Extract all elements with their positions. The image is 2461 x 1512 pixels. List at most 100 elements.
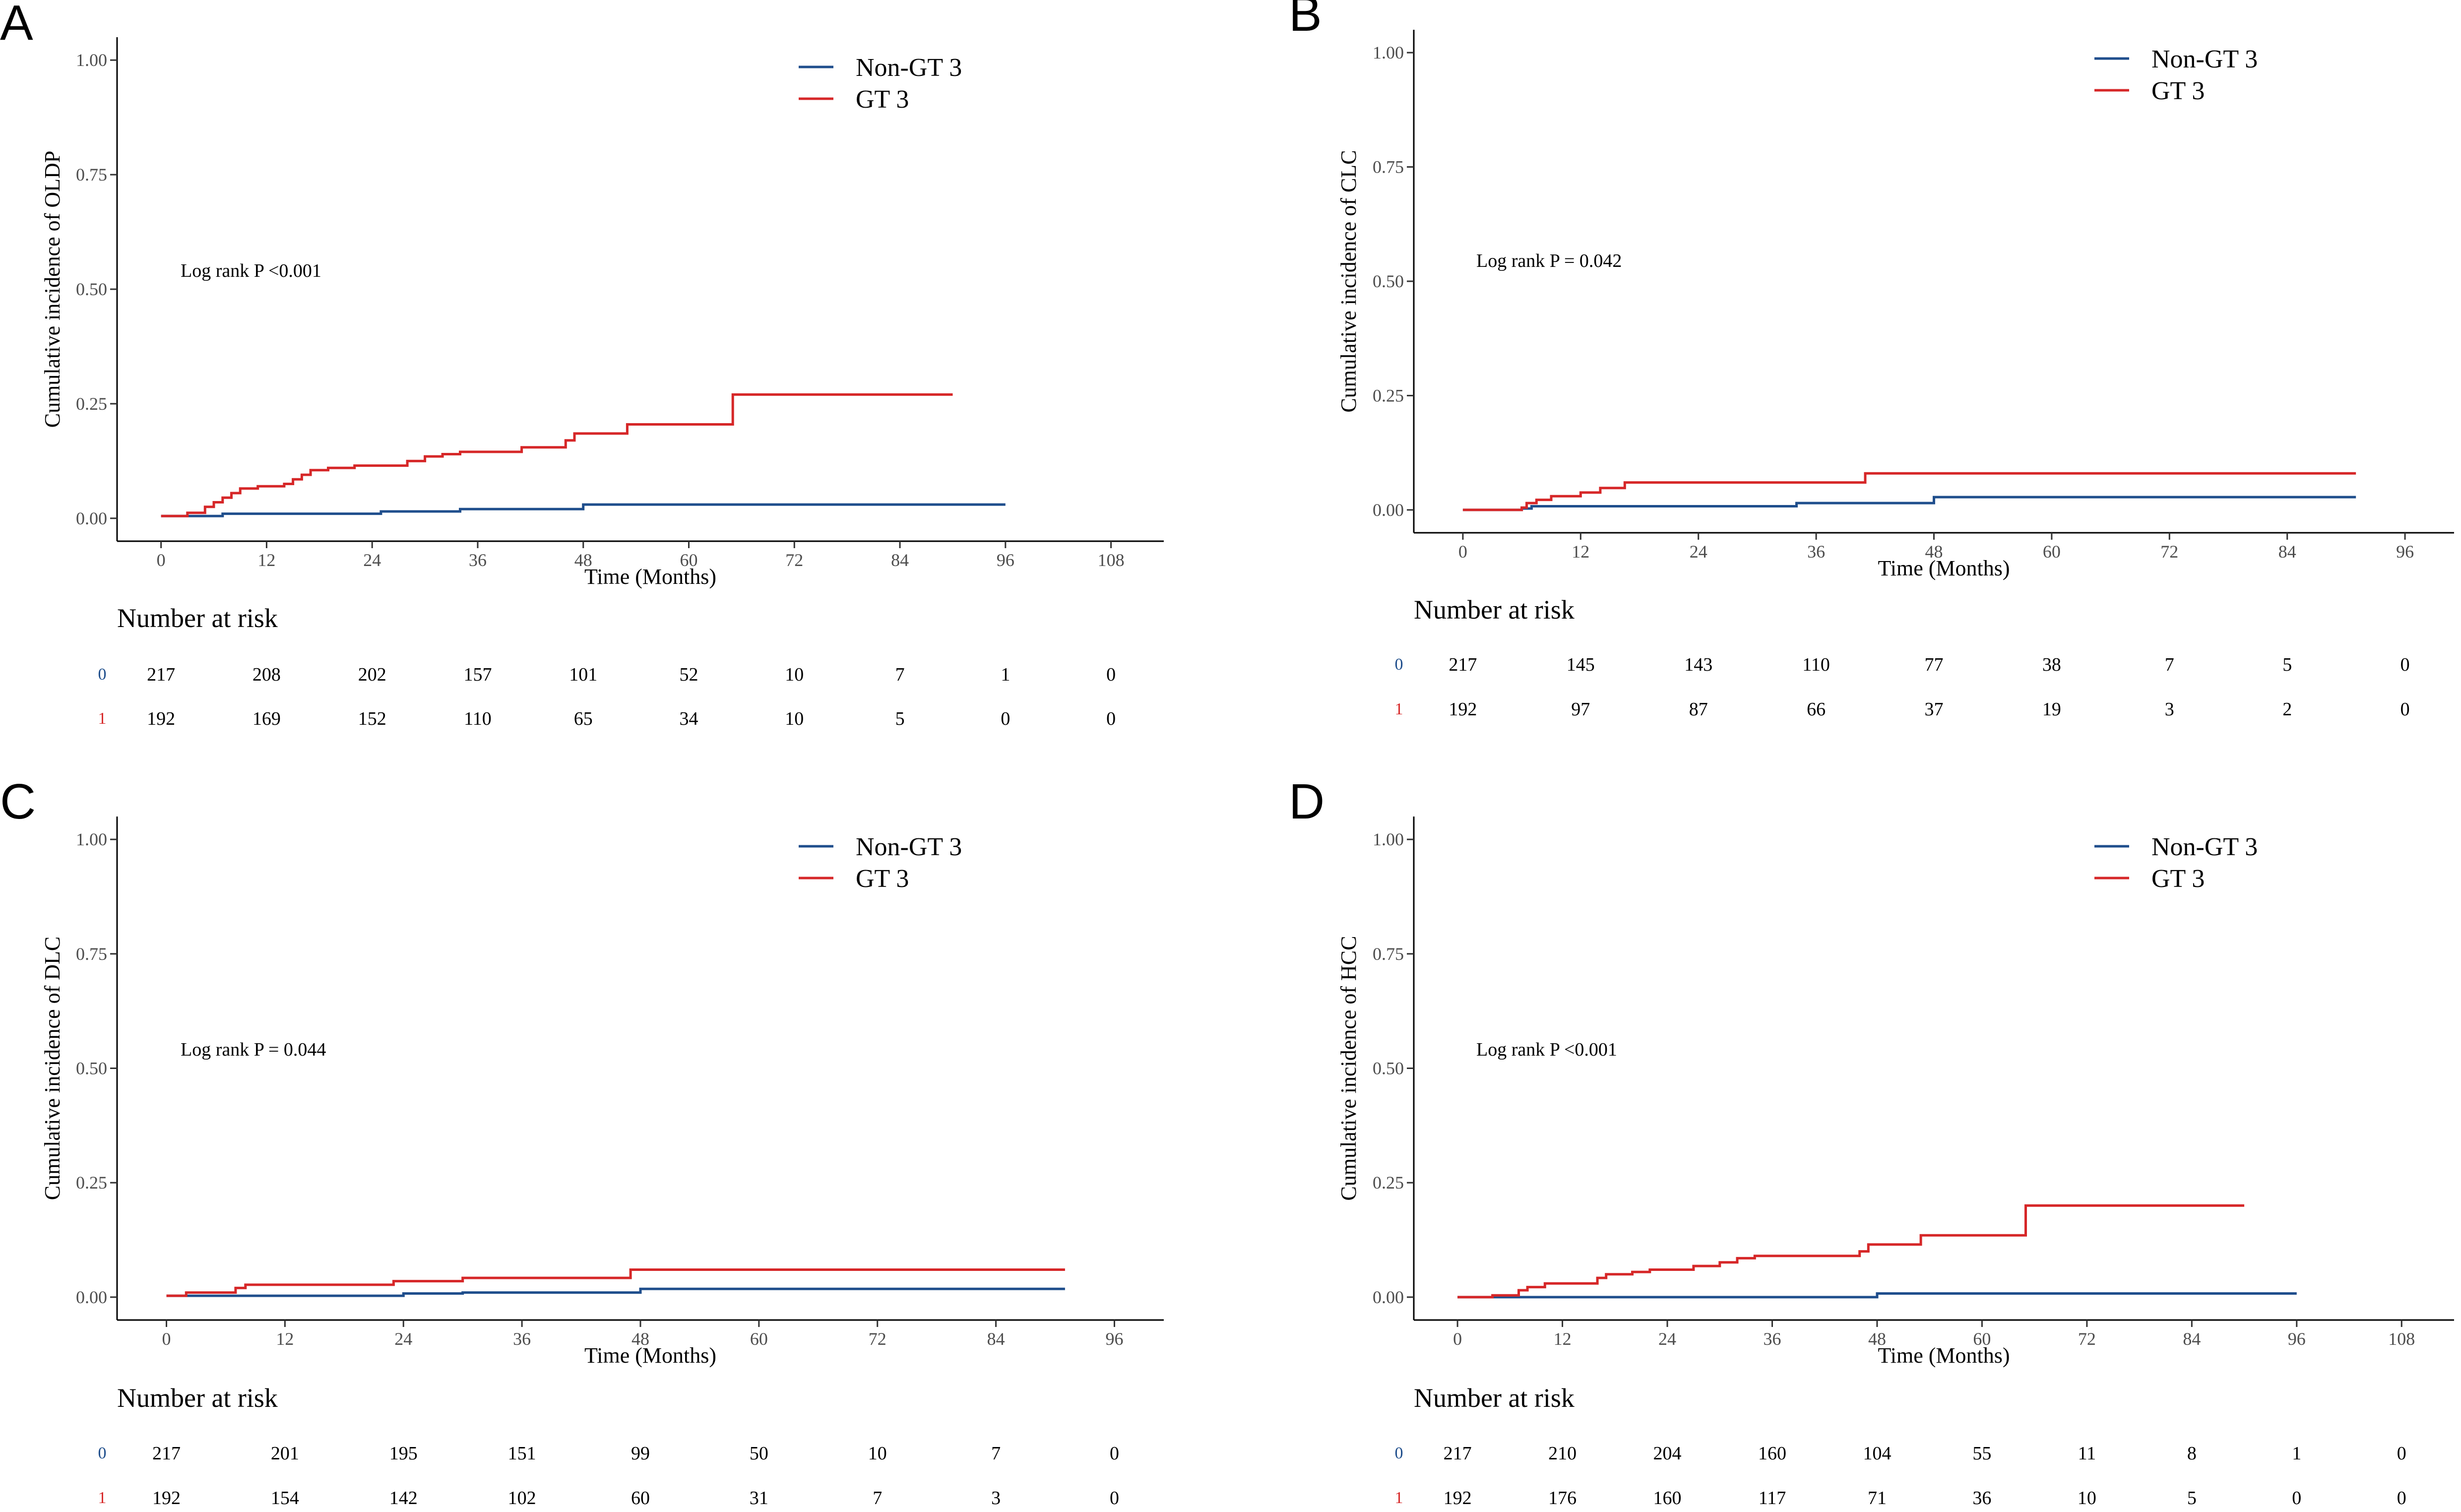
risk-count: 10 <box>785 708 804 729</box>
risk-group-label: 0 <box>98 1444 107 1462</box>
risk-count: 3 <box>991 1488 1001 1509</box>
risk-count: 217 <box>152 1443 181 1464</box>
y-tick-label: 0.50 <box>76 279 107 299</box>
y-axis-title: Cumulative incidence of DLC <box>40 937 64 1200</box>
panel-d: D0.000.250.500.751.000 12 24 36 48 60 72 84 96 10… <box>1289 774 2454 1509</box>
panel-letter: C <box>0 774 36 829</box>
risk-count: 97 <box>1571 699 1590 720</box>
x-tick-label: 96 <box>2288 1329 2306 1349</box>
y-tick-label: 0.25 <box>1373 1173 1404 1193</box>
legend-label-non-gt3: Non-GT 3 <box>856 833 962 861</box>
x-tick-label: 36 <box>513 1329 531 1349</box>
panel-letter: B <box>1289 0 1322 42</box>
risk-count: 104 <box>1863 1443 1891 1464</box>
x-tick-label: 96 <box>2396 542 2414 562</box>
risk-count: 2 <box>2282 699 2292 720</box>
series-line-non-gt3 <box>1457 1292 2297 1299</box>
risk-count: 37 <box>1925 699 1944 720</box>
y-axis-title: Cumulative incidence of CLC <box>1336 150 1361 412</box>
panel-letter: D <box>1289 774 1325 829</box>
risk-count: 0 <box>1106 664 1116 685</box>
risk-count: 0 <box>1001 708 1010 729</box>
series-line-gt3 <box>1457 1204 2245 1299</box>
risk-count: 217 <box>1449 654 1477 675</box>
series-line-non-gt3 <box>166 1287 1065 1297</box>
risk-count: 11 <box>2078 1443 2096 1464</box>
y-tick-label: 0.25 <box>1373 385 1404 405</box>
risk-count: 7 <box>2165 654 2174 675</box>
legend-label-non-gt3: Non-GT 3 <box>2151 45 2258 73</box>
y-tick-label: 0.00 <box>1373 500 1404 520</box>
risk-count: 204 <box>1653 1443 1682 1464</box>
x-axis-title: Time (Months) <box>584 1343 716 1368</box>
y-tick-label: 0.00 <box>1373 1287 1404 1307</box>
risk-count: 143 <box>1684 654 1712 675</box>
risk-count: 19 <box>2042 699 2061 720</box>
legend-label-non-gt3: Non-GT 3 <box>2151 833 2258 861</box>
risk-count: 50 <box>750 1443 768 1464</box>
risk-count: 208 <box>252 664 281 685</box>
x-axis-title: Time (Months) <box>1878 1343 2010 1368</box>
risk-count: 102 <box>508 1488 536 1509</box>
x-tick-label: 12 <box>1554 1329 1572 1349</box>
log-rank-annotation: Log rank P = 0.044 <box>181 1039 326 1060</box>
y-tick-label: 1.00 <box>1373 43 1404 63</box>
risk-count: 38 <box>2042 654 2061 675</box>
legend-label-non-gt3: Non-GT 3 <box>856 54 962 82</box>
x-tick-label: 48 <box>1868 1329 1886 1349</box>
risk-count: 192 <box>1449 699 1477 720</box>
x-tick-label: 0 <box>162 1329 171 1349</box>
x-tick-label: 0 <box>1453 1329 1462 1349</box>
risk-count: 65 <box>574 708 593 729</box>
risk-count: 55 <box>1972 1443 1991 1464</box>
risk-count: 0 <box>2400 699 2410 720</box>
series-line-gt3 <box>166 1268 1065 1297</box>
risk-count: 160 <box>1653 1488 1682 1509</box>
risk-table-title: Number at risk <box>117 1383 278 1413</box>
x-tick-label: 72 <box>869 1329 886 1349</box>
risk-count: 145 <box>1567 654 1595 675</box>
log-rank-annotation: Log rank P <0.001 <box>181 260 321 281</box>
y-tick-label: 1.00 <box>76 50 107 70</box>
y-tick-label: 0.75 <box>1373 157 1404 177</box>
risk-count: 192 <box>152 1488 181 1509</box>
series-line-non-gt3 <box>161 503 1006 517</box>
risk-count: 10 <box>2078 1488 2096 1509</box>
risk-count: 195 <box>389 1443 418 1464</box>
risk-group-label: 1 <box>98 709 107 728</box>
x-tick-label: 72 <box>2078 1329 2096 1349</box>
legend-label-gt3: GT 3 <box>856 865 909 893</box>
risk-count: 217 <box>147 664 175 685</box>
risk-group-label: 0 <box>1395 655 1403 674</box>
risk-count: 201 <box>271 1443 299 1464</box>
x-tick-label: 36 <box>1807 542 1825 562</box>
risk-count: 5 <box>2187 1488 2197 1509</box>
risk-count: 71 <box>1868 1488 1887 1509</box>
risk-count: 101 <box>569 664 597 685</box>
risk-count: 66 <box>1807 699 1826 720</box>
x-tick-label: 60 <box>1973 1329 1991 1349</box>
risk-table-title: Number at risk <box>1414 1383 1575 1413</box>
risk-count: 110 <box>1802 654 1830 675</box>
x-tick-label: 84 <box>987 1329 1005 1349</box>
risk-count: 3 <box>2165 699 2174 720</box>
series-line-non-gt3 <box>1462 496 2356 511</box>
risk-count: 10 <box>785 664 804 685</box>
risk-count: 0 <box>1110 1443 1119 1464</box>
risk-count: 110 <box>464 708 492 729</box>
y-tick-label: 0.00 <box>76 1287 107 1307</box>
risk-count: 0 <box>2292 1488 2301 1509</box>
x-tick-label: 72 <box>2160 542 2178 562</box>
legend-label-gt3: GT 3 <box>856 85 909 114</box>
risk-group-label: 0 <box>98 665 107 684</box>
risk-count: 160 <box>1758 1443 1786 1464</box>
x-tick-label: 84 <box>891 550 909 570</box>
risk-group-label: 1 <box>1395 700 1403 718</box>
legend-label-gt3: GT 3 <box>2151 77 2205 105</box>
risk-count: 1 <box>1001 664 1010 685</box>
x-tick-label: 12 <box>257 550 275 570</box>
x-tick-label: 24 <box>1658 1329 1676 1349</box>
y-axis-title: Cumulative incidence of HCC <box>1336 936 1361 1201</box>
y-tick-label: 0.50 <box>76 1059 107 1078</box>
risk-count: 210 <box>1548 1443 1577 1464</box>
